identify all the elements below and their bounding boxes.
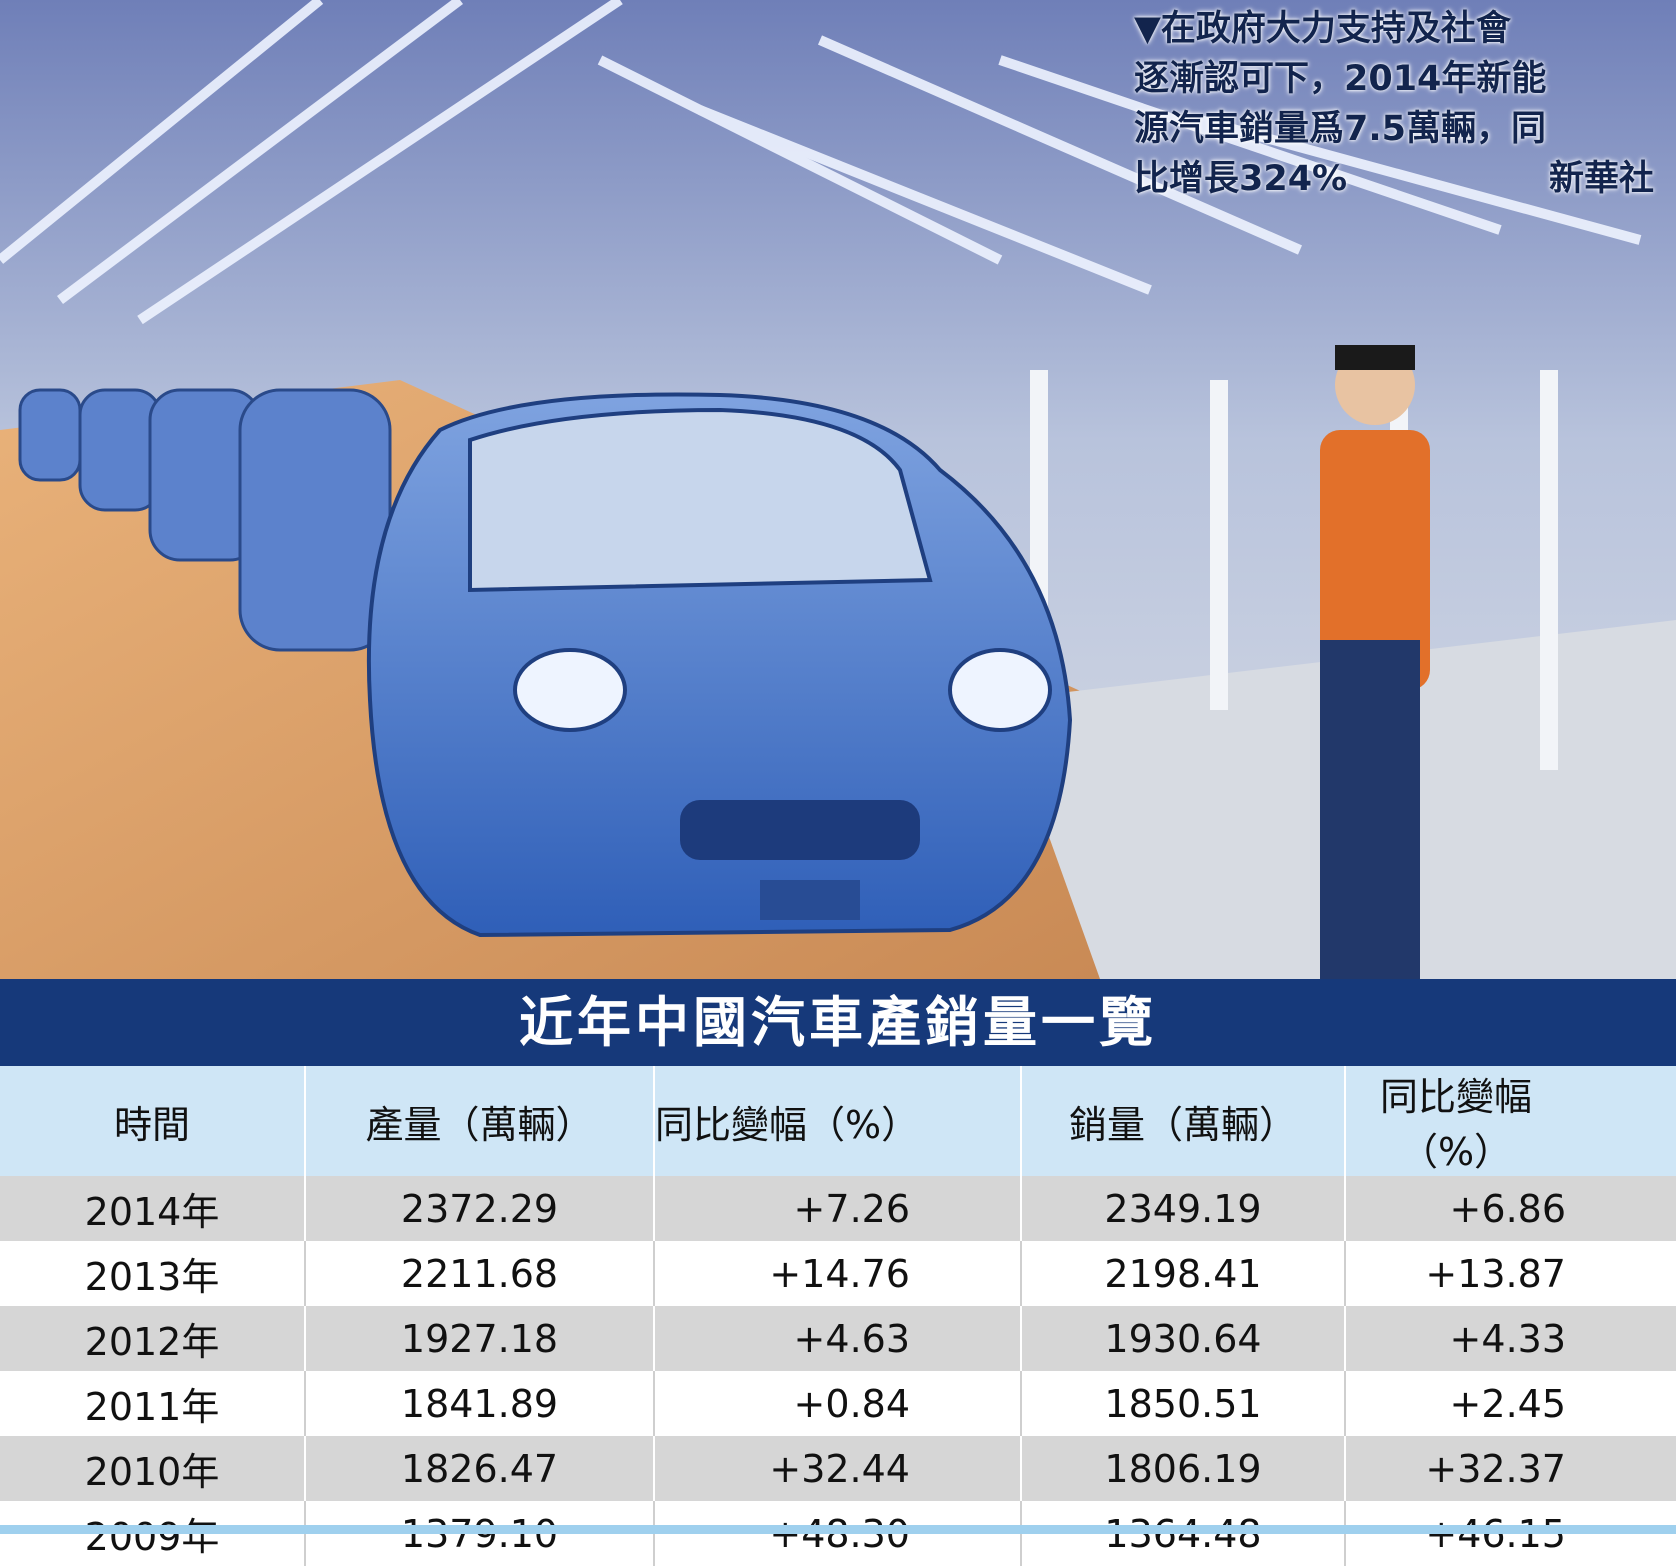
table-cell: +0.84 — [653, 1371, 1021, 1436]
caption-line: 比增長324% — [1134, 159, 1348, 199]
table-cell: 2372.29 — [304, 1176, 654, 1241]
table-cell: +13.87 — [1344, 1241, 1676, 1306]
table-cell: +2.45 — [1344, 1371, 1676, 1436]
table-row: 2010年 1826.47 +32.44 1806.19 +32.37 — [0, 1436, 1676, 1501]
table-cell: +4.33 — [1344, 1306, 1676, 1371]
table-cell: 1806.19 — [1020, 1436, 1345, 1501]
header-cell: 同比變幅（%） — [653, 1066, 1021, 1176]
header-cell: 同比變幅（%） — [1344, 1066, 1676, 1176]
table-cell: 2012年 — [0, 1306, 305, 1371]
header-cell: 產量（萬輛） — [304, 1066, 654, 1176]
table-cell: 1841.89 — [304, 1371, 654, 1436]
table-row: 2014年 2372.29 +7.26 2349.19 +6.86 — [0, 1176, 1676, 1241]
table-cell: +4.63 — [653, 1306, 1021, 1371]
table-cell: 1850.51 — [1020, 1371, 1345, 1436]
table-row: 2011年 1841.89 +0.84 1850.51 +2.45 — [0, 1371, 1676, 1436]
photo — [0, 0, 1676, 979]
bottom-rule — [0, 1525, 1676, 1534]
header-row: 時間 產量（萬輛） 同比變幅（%） 銷量（萬輛） 同比變幅（%） — [0, 1066, 1676, 1176]
table-cell: +14.76 — [653, 1241, 1021, 1306]
table-title: 近年中國汽車產銷量一覽 — [0, 979, 1676, 1066]
caption-line: ▼在政府大力支持及社會 — [1134, 9, 1511, 49]
table-cell: +6.86 — [1344, 1176, 1676, 1241]
table-cell: 2014年 — [0, 1176, 305, 1241]
table-cell: 2013年 — [0, 1241, 305, 1306]
caption-line: 源汽車銷量爲7.5萬輛，同 — [1134, 109, 1547, 149]
table-cell: +32.44 — [653, 1436, 1021, 1501]
photo-caption: ▼在政府大力支持及社會 逐漸認可下，2014年新能 源汽車銷量爲7.5萬輛，同 比增長… — [1134, 4, 1654, 204]
data-table: 時間 產量（萬輛） 同比變幅（%） 銷量（萬輛） 同比變幅（%） 2014年 2372.29… — [0, 1066, 1676, 1566]
header-cell: 銷量（萬輛） — [1020, 1066, 1345, 1176]
caption-line: 逐漸認可下，2014年新能 — [1134, 59, 1547, 99]
table-cell: 1930.64 — [1020, 1306, 1345, 1371]
table-row: 2013年 2211.68 +14.76 2198.41 +13.87 — [0, 1241, 1676, 1306]
caption-credit: 新華社 — [1548, 159, 1654, 199]
table-cell: 1927.18 — [304, 1306, 654, 1371]
header-cell: 時間 — [0, 1066, 305, 1176]
table-cell: +32.37 — [1344, 1436, 1676, 1501]
table-cell: 2349.19 — [1020, 1176, 1345, 1241]
table-row: 2012年 1927.18 +4.63 1930.64 +4.33 — [0, 1306, 1676, 1371]
table-cell: +7.26 — [653, 1176, 1021, 1241]
table-cell: 2011年 — [0, 1371, 305, 1436]
table-cell: 1826.47 — [304, 1436, 654, 1501]
table-cell: 2211.68 — [304, 1241, 654, 1306]
table-cell: 2010年 — [0, 1436, 305, 1501]
table-cell: 2198.41 — [1020, 1241, 1345, 1306]
